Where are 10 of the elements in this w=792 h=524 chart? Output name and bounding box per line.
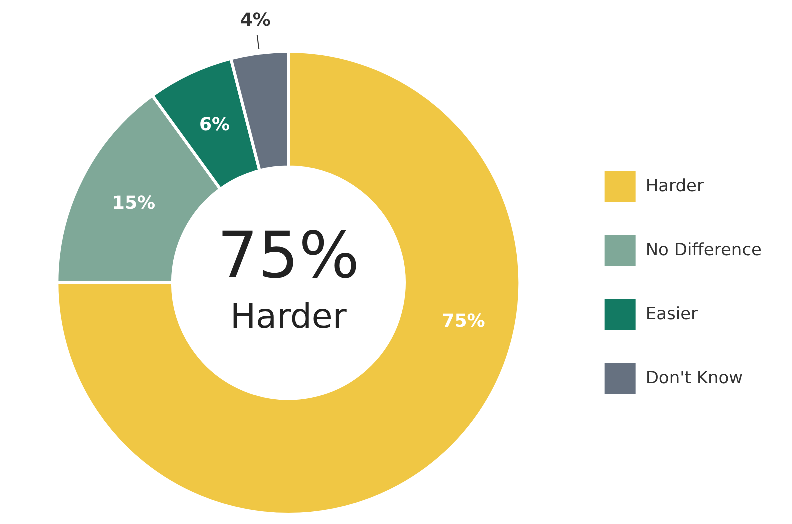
legend-label: Easier — [646, 304, 698, 324]
data-label: 6% — [199, 114, 230, 136]
legend-label: No Difference — [646, 240, 762, 260]
text: 75% — [218, 220, 360, 294]
text: Harder — [230, 296, 347, 337]
legend-label: Harder — [646, 176, 704, 196]
data-label: 4% — [240, 10, 271, 32]
legend-label: Don't Know — [646, 368, 744, 388]
data-label: 75% — [442, 310, 486, 332]
data-label: 15% — [112, 192, 156, 214]
